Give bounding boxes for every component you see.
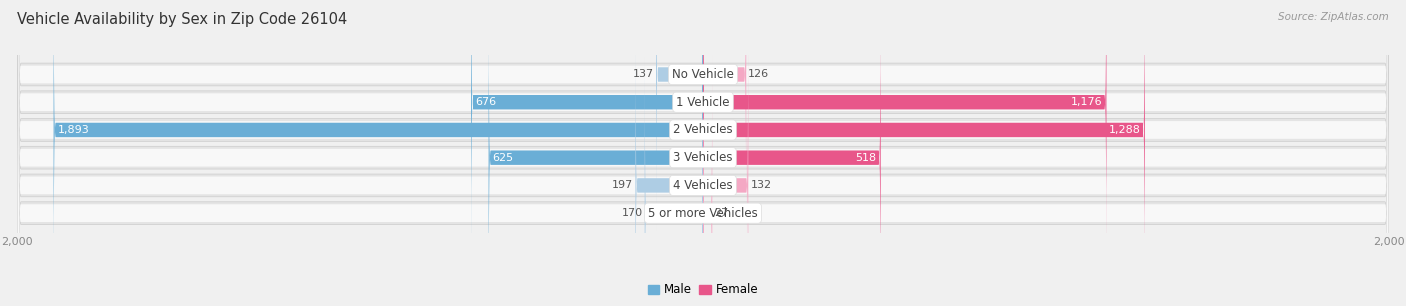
- Text: 170: 170: [621, 208, 643, 218]
- FancyBboxPatch shape: [17, 0, 1389, 306]
- FancyBboxPatch shape: [703, 0, 747, 234]
- Text: 4 Vehicles: 4 Vehicles: [673, 179, 733, 192]
- FancyBboxPatch shape: [17, 0, 1389, 306]
- Text: 1 Vehicle: 1 Vehicle: [676, 96, 730, 109]
- FancyBboxPatch shape: [18, 0, 1388, 306]
- FancyBboxPatch shape: [636, 26, 703, 306]
- Legend: Male, Female: Male, Female: [643, 279, 763, 301]
- Text: 1,288: 1,288: [1109, 125, 1140, 135]
- Text: Source: ZipAtlas.com: Source: ZipAtlas.com: [1278, 12, 1389, 22]
- Text: 132: 132: [751, 181, 772, 190]
- Text: 1,176: 1,176: [1071, 97, 1102, 107]
- FancyBboxPatch shape: [17, 0, 1389, 306]
- FancyBboxPatch shape: [489, 0, 703, 306]
- Text: Vehicle Availability by Sex in Zip Code 26104: Vehicle Availability by Sex in Zip Code …: [17, 12, 347, 27]
- Text: 2 Vehicles: 2 Vehicles: [673, 123, 733, 136]
- FancyBboxPatch shape: [17, 0, 1389, 306]
- FancyBboxPatch shape: [18, 0, 1388, 306]
- Text: 3 Vehicles: 3 Vehicles: [673, 151, 733, 164]
- FancyBboxPatch shape: [18, 0, 1388, 306]
- FancyBboxPatch shape: [703, 54, 713, 306]
- Text: 197: 197: [612, 181, 633, 190]
- FancyBboxPatch shape: [703, 0, 1107, 261]
- Text: 137: 137: [633, 69, 654, 80]
- FancyBboxPatch shape: [703, 0, 880, 306]
- Text: No Vehicle: No Vehicle: [672, 68, 734, 81]
- FancyBboxPatch shape: [703, 26, 748, 306]
- Text: 126: 126: [748, 69, 769, 80]
- FancyBboxPatch shape: [645, 54, 703, 306]
- Text: 676: 676: [475, 97, 496, 107]
- FancyBboxPatch shape: [471, 0, 703, 261]
- FancyBboxPatch shape: [18, 0, 1388, 306]
- FancyBboxPatch shape: [703, 0, 1144, 289]
- FancyBboxPatch shape: [53, 0, 703, 289]
- FancyBboxPatch shape: [17, 0, 1389, 306]
- Text: 518: 518: [855, 153, 876, 163]
- Text: 5 or more Vehicles: 5 or more Vehicles: [648, 207, 758, 220]
- Text: 625: 625: [492, 153, 513, 163]
- FancyBboxPatch shape: [18, 0, 1388, 287]
- FancyBboxPatch shape: [18, 0, 1388, 306]
- Text: 27: 27: [714, 208, 728, 218]
- FancyBboxPatch shape: [657, 0, 703, 234]
- FancyBboxPatch shape: [17, 0, 1389, 306]
- Text: 1,893: 1,893: [58, 125, 90, 135]
